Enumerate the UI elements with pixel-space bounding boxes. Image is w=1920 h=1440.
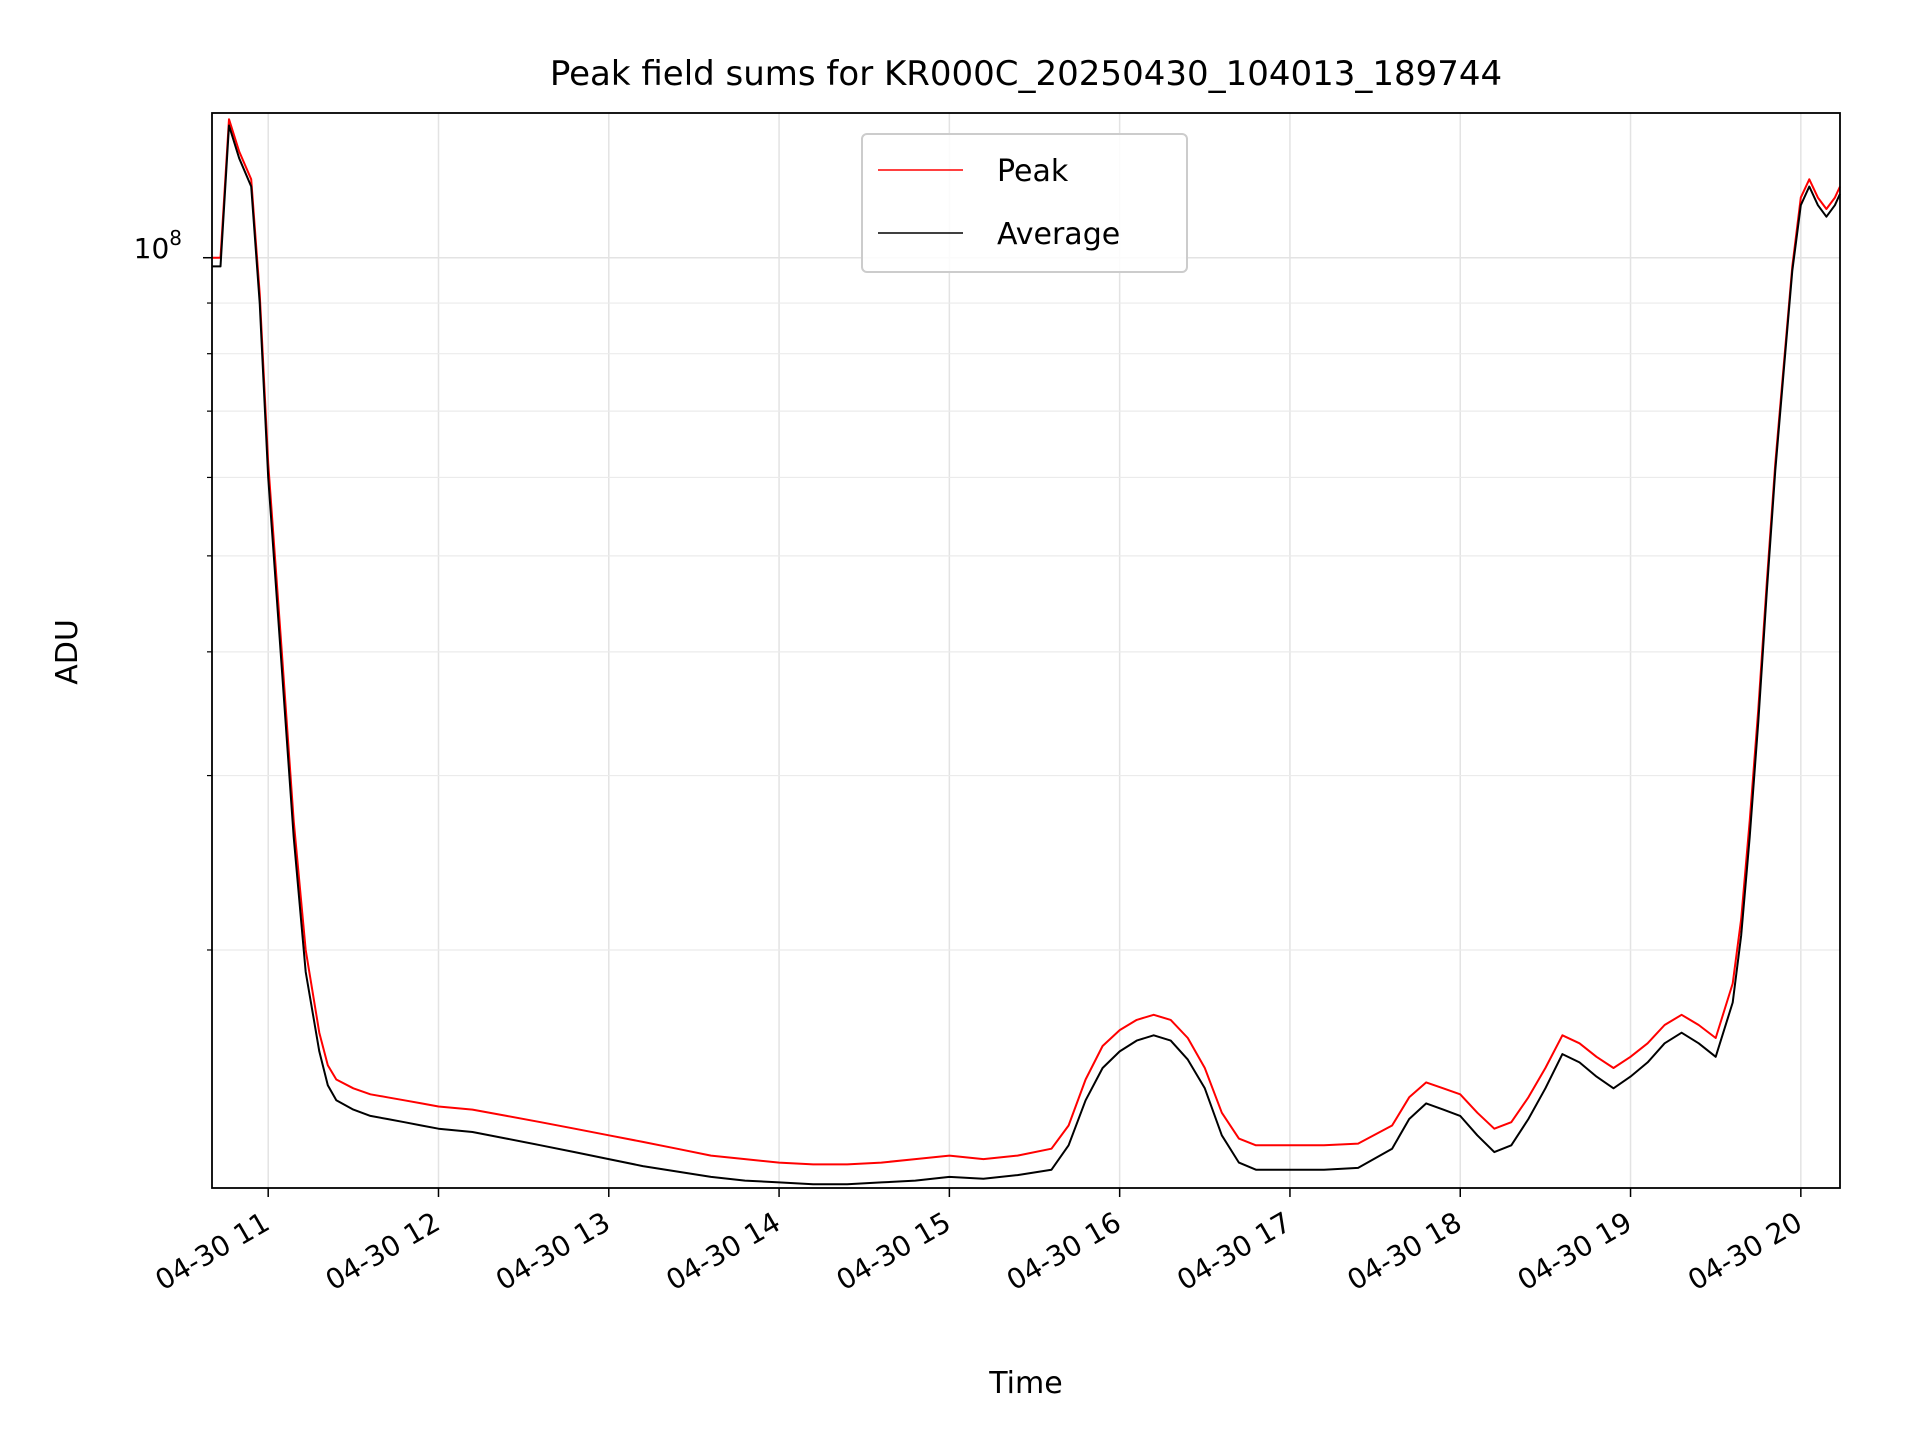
series-layer — [212, 118, 1841, 1186]
chart-title: Peak field sums for KR000C_20250430_1040… — [550, 54, 1502, 94]
series-line-peak — [212, 118, 1841, 1166]
y-tick-label-1e8: 108 — [134, 226, 182, 265]
y-axis-label: ADU — [50, 619, 85, 685]
legend-label-average: Average — [997, 217, 1120, 252]
legend-label-peak: Peak — [997, 154, 1069, 189]
legend: Peak Average — [861, 133, 1188, 273]
legend-box — [861, 133, 1188, 273]
plot-frame — [211, 112, 1841, 1189]
x-axis-label: Time — [988, 1366, 1062, 1401]
series-line-average — [212, 124, 1841, 1186]
y-axis: 108 — [134, 226, 212, 951]
